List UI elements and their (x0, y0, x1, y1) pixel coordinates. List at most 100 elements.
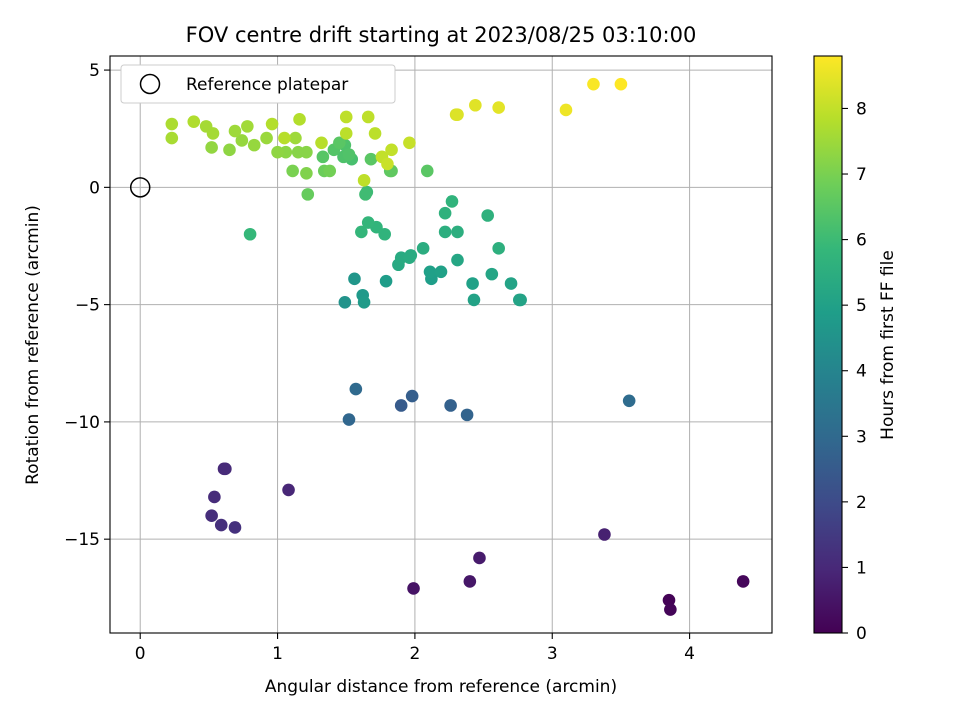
chart-title: FOV centre drift starting at 2023/08/25 … (186, 23, 697, 47)
data-point (265, 117, 279, 131)
data-point (485, 267, 499, 281)
data-point (289, 131, 302, 145)
x-axis-label: Angular distance from reference (arcmin) (265, 677, 617, 697)
data-point (405, 389, 419, 403)
colorbar-tick-label: 2 (856, 493, 867, 513)
legend-entry-label: Reference platepar (186, 75, 348, 95)
data-point (228, 124, 242, 138)
data-point (492, 242, 505, 255)
data-point (381, 157, 394, 171)
data-point (315, 136, 328, 150)
y-tick-label: 5 (89, 61, 100, 81)
data-point (378, 227, 391, 241)
data-point (451, 108, 464, 121)
data-point (444, 399, 457, 412)
x-axis-ticks: 0 1 2 3 4 (135, 633, 695, 664)
reference-point-layer (129, 177, 151, 198)
data-point (394, 399, 408, 412)
colorbar-label: Hours from first FF file (878, 250, 898, 440)
data-point (349, 382, 363, 396)
data-point (300, 166, 313, 180)
data-point (355, 225, 368, 239)
data-point (342, 413, 356, 426)
data-point (205, 509, 218, 523)
data-point (438, 206, 452, 220)
plot-frame (109, 55, 773, 634)
x-tick-label: 4 (684, 644, 695, 664)
colorbar-tick-label: 6 (856, 231, 867, 251)
data-point (416, 242, 430, 255)
data-point (342, 148, 356, 161)
data-point (512, 293, 526, 307)
data-point (339, 127, 353, 140)
x-tick-label: 0 (135, 644, 146, 664)
data-point (271, 145, 284, 159)
data-point (736, 575, 750, 588)
legend-frame (120, 64, 396, 104)
data-point (451, 225, 464, 239)
colorbar-gradient (814, 56, 842, 633)
data-point (223, 143, 236, 157)
data-point (379, 274, 393, 288)
data-point (614, 77, 628, 91)
data-point (403, 251, 416, 265)
y-tick-label: −5 (75, 296, 100, 316)
data-point (403, 136, 416, 150)
data-point (445, 195, 459, 208)
data-point (241, 120, 254, 133)
data-point (219, 462, 232, 476)
data-point (364, 152, 378, 166)
data-point (438, 225, 452, 239)
data-point (359, 188, 372, 201)
data-point (361, 216, 375, 229)
data-point (469, 98, 482, 112)
data-point (407, 582, 420, 595)
data-point (205, 141, 218, 154)
colorbar-tick-label: 5 (856, 296, 867, 316)
data-point (368, 127, 382, 140)
y-axis-label: Rotation from reference (arcmin) (23, 205, 43, 485)
data-point (293, 113, 306, 126)
data-point (473, 551, 486, 565)
x-tick-label: 3 (547, 644, 558, 664)
data-point (338, 295, 352, 309)
data-point (361, 110, 375, 124)
data-point (434, 265, 448, 279)
data-point (451, 253, 464, 267)
data-points (165, 77, 750, 616)
data-point (301, 188, 315, 201)
y-tick-label: −10 (64, 413, 100, 433)
data-point (664, 603, 677, 616)
data-point (420, 164, 434, 178)
data-point (467, 293, 481, 307)
colorbar-tick-label: 4 (856, 362, 867, 382)
data-point (243, 227, 257, 241)
data-point (492, 101, 505, 114)
colorbar-tick-label: 1 (856, 558, 867, 578)
data-point (504, 277, 518, 290)
data-point (165, 117, 179, 131)
data-point (357, 295, 371, 309)
colorbar-tick-label: 7 (856, 165, 867, 185)
data-point (622, 394, 636, 408)
colorbar-frame (813, 55, 843, 634)
colorbar: 0 1 2 3 4 5 6 7 8 Hours from first FF file (813, 55, 898, 644)
y-tick-label: 0 (89, 178, 100, 198)
data-point (282, 483, 295, 497)
data-point (463, 575, 477, 588)
data-point (598, 528, 611, 541)
legend: Reference platepar (120, 64, 396, 104)
data-point (466, 277, 479, 290)
y-axis-ticks: 5 0 −5 −10 −15 (64, 61, 110, 550)
data-point (559, 103, 573, 117)
reference-point-marker (129, 177, 151, 198)
data-point (423, 265, 437, 279)
data-point (333, 136, 346, 150)
data-point (286, 164, 299, 178)
data-point (278, 131, 291, 145)
x-tick-label: 2 (409, 644, 420, 664)
y-tick-label: −15 (64, 530, 100, 550)
data-point (291, 145, 305, 159)
colorbar-tick-label: 8 (856, 99, 867, 119)
